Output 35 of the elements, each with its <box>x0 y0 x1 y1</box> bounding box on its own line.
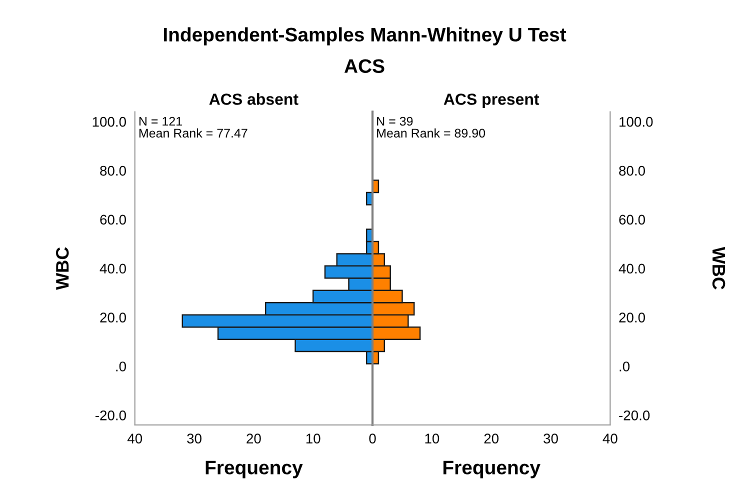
annotation: N = 121 <box>139 116 182 126</box>
y-axis-title: WBC <box>56 247 69 290</box>
y-tick-label: 60.0 <box>619 214 645 225</box>
x-tick-label: 20 <box>246 434 261 444</box>
y-tick-label: 80.0 <box>619 166 645 176</box>
y-tick-label: 40.0 <box>100 264 126 274</box>
x-tick-label: 10 <box>306 434 320 444</box>
y-tick-label: .0 <box>116 362 126 372</box>
y-tick-label: .0 <box>620 362 630 372</box>
text: ACS present <box>444 94 540 108</box>
y-tick-label: 20.0 <box>100 312 126 322</box>
x-tick-label: 30 <box>544 434 558 444</box>
annotation: Mean Rank = 77.47 <box>139 128 248 138</box>
text: ACS absent <box>209 93 298 105</box>
x-tick-label: 40 <box>602 434 618 444</box>
y-tick-label: 100.0 <box>620 116 653 127</box>
x-tick-label: 40 <box>127 434 142 444</box>
y-tick-label: 40.0 <box>618 264 645 274</box>
y-tick-label: -20.0 <box>95 410 126 420</box>
annotation: Mean Rank = 89.90 <box>377 128 486 138</box>
y-tick-label: 60.0 <box>100 214 126 225</box>
x-axis-title: Frequency <box>206 460 303 478</box>
chart-title: Independent-Samples Mann-Whitney U Test <box>164 27 566 46</box>
x-tick-label: 10 <box>425 434 440 444</box>
x-tick-label: 20 <box>484 434 499 444</box>
y-tick-label: -20.0 <box>619 410 650 420</box>
chart-subtitle: ACS <box>344 59 384 73</box>
annotation: N = 39 <box>377 116 413 126</box>
y-tick-label: 20.0 <box>619 312 645 322</box>
x-tick-label: 30 <box>187 434 202 444</box>
y-axis-title: WBC <box>712 246 726 290</box>
x-axis-title: Frequency <box>443 460 540 478</box>
x-tick-label: 0 <box>369 434 376 444</box>
y-tick-label: 80.0 <box>100 166 126 176</box>
y-tick-label: 100.0 <box>92 116 126 127</box>
